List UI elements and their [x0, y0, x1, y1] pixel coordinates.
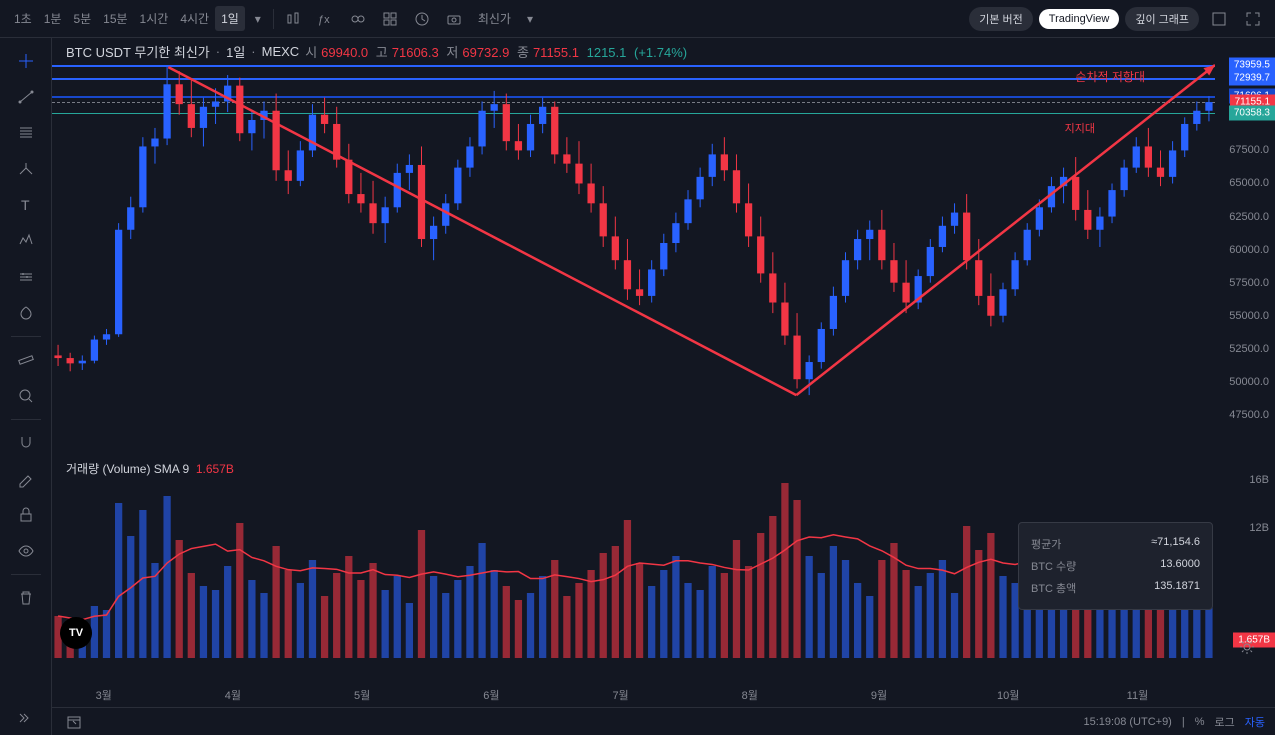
top-toolbar: 1초1분5분15분1시간4시간1일 ▾ ƒx 최신가 ▾ 기본 버전 Tradi… — [0, 0, 1275, 38]
favorite-tool[interactable] — [6, 296, 46, 330]
indicators-icon[interactable]: ƒx — [312, 5, 340, 33]
interval-label: 1일 — [226, 42, 245, 61]
template-icon[interactable] — [376, 5, 404, 33]
fullscreen-icon[interactable] — [1239, 5, 1267, 33]
trend-line-tool[interactable] — [6, 80, 46, 114]
timeframe-1시간[interactable]: 1시간 — [134, 6, 175, 31]
crosshair-tool[interactable] — [6, 44, 46, 78]
text-tool[interactable]: T — [6, 188, 46, 222]
camera-icon[interactable] — [440, 5, 468, 33]
collapse-tool[interactable] — [6, 701, 46, 735]
symbol-info-bar: BTC USDT 무기한 최신가 · 1일 · MEXC 시69940.0 고7… — [66, 42, 691, 61]
exchange-label: MEXC — [262, 44, 300, 59]
dropdown-icon[interactable]: ▾ — [521, 8, 539, 30]
basic-version-button[interactable]: 기본 버전 — [969, 7, 1033, 31]
depth-chart-button[interactable]: 깊이 그래프 — [1125, 7, 1199, 31]
auto-toggle[interactable]: 자동 — [1245, 714, 1265, 730]
dropdown-icon[interactable]: ▾ — [249, 8, 267, 30]
tradingview-button[interactable]: TradingView — [1039, 9, 1120, 29]
ruler-tool[interactable] — [6, 343, 46, 377]
bottom-status-bar: 15:19:08 (UTC+9) | % 로그 자동 — [52, 707, 1275, 735]
zoom-tool[interactable] — [6, 379, 46, 413]
timeframe-1일[interactable]: 1일 — [215, 6, 245, 31]
pattern-tool[interactable] — [6, 224, 46, 258]
price-mode-button[interactable]: 최신가 — [472, 6, 517, 31]
trash-tool[interactable] — [6, 581, 46, 615]
timeframe-1초[interactable]: 1초 — [8, 6, 38, 31]
prediction-tool[interactable] — [6, 260, 46, 294]
settings-icon[interactable] — [1239, 639, 1255, 655]
pitchfork-tool[interactable] — [6, 152, 46, 186]
visibility-tool[interactable] — [6, 534, 46, 568]
svg-text:T: T — [21, 197, 30, 213]
time-axis[interactable]: 3월4월5월6월7월8월9월10월11월 — [52, 685, 1215, 705]
timeframe-1분[interactable]: 1분 — [38, 6, 68, 31]
volume-axis[interactable]: 16B12B1.657B — [1215, 458, 1275, 658]
ohlc-display: 시69940.0 고71606.3 저69732.9 종71155.1 1215… — [305, 42, 691, 61]
edit-tool[interactable] — [6, 462, 46, 496]
lock-tool[interactable] — [6, 498, 46, 532]
layout-icon[interactable] — [1205, 5, 1233, 33]
tradingview-logo[interactable]: TV — [60, 617, 92, 649]
info-tooltip: 평균가≈71,154.6BTC 수량13.6000BTC 총액135.1871 — [1018, 522, 1213, 610]
log-toggle[interactable]: 로그 — [1215, 714, 1235, 730]
timeframe-4시간[interactable]: 4시간 — [174, 6, 215, 31]
candles-icon[interactable] — [280, 5, 308, 33]
svg-text:ƒx: ƒx — [318, 14, 330, 26]
drawing-toolbar: T — [0, 38, 52, 735]
price-chart[interactable] — [52, 38, 1215, 448]
compare-icon[interactable] — [344, 5, 372, 33]
alert-icon[interactable] — [408, 5, 436, 33]
percent-toggle[interactable]: % — [1195, 716, 1205, 728]
price-axis[interactable]: 47500.050000.052500.055000.057500.060000… — [1215, 38, 1275, 448]
timeframe-15분[interactable]: 15분 — [97, 6, 133, 31]
magnet-tool[interactable] — [6, 426, 46, 460]
fib-tool[interactable] — [6, 116, 46, 150]
clock-display: 15:19:08 (UTC+9) — [1084, 716, 1172, 728]
volume-label: 거래량 (Volume) SMA 9 1.657B — [66, 460, 234, 477]
timeframe-group: 1초1분5분15분1시간4시간1일 — [8, 6, 245, 31]
goto-date-icon[interactable] — [62, 712, 86, 732]
symbol-name[interactable]: BTC USDT 무기한 최신가 — [66, 42, 210, 61]
chart-area: BTC USDT 무기한 최신가 · 1일 · MEXC 시69940.0 고7… — [52, 38, 1275, 707]
timeframe-5분[interactable]: 5분 — [67, 6, 97, 31]
